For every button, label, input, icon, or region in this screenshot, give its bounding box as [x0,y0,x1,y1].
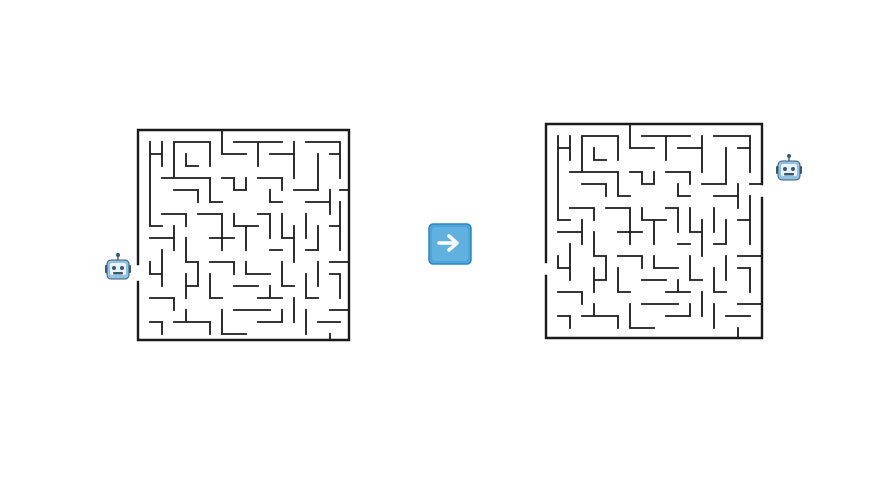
maze-after-border [544,122,764,340]
maze-after [544,122,764,340]
robot-icon [105,253,131,280]
maze-before-walls [149,129,350,341]
robot-icon [776,154,802,181]
maze-before-border [136,128,351,342]
maze-before [136,128,351,342]
right-arrow-icon [428,223,472,265]
maze-after-walls [557,123,763,339]
